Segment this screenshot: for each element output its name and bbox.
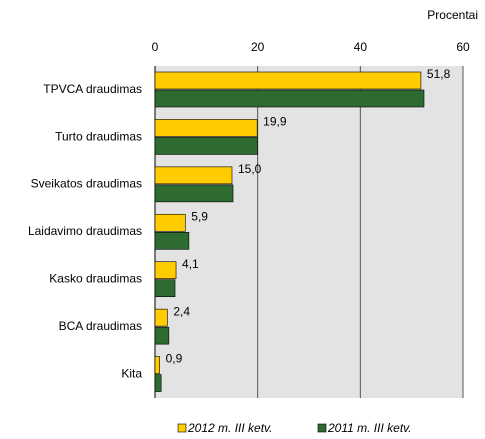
bar bbox=[154, 374, 162, 392]
y-tick-label: Kita bbox=[121, 366, 142, 380]
bar bbox=[154, 356, 160, 374]
axis-label: Procentai bbox=[427, 8, 478, 22]
bar bbox=[154, 137, 258, 155]
legend-swatch bbox=[317, 423, 327, 433]
bar bbox=[154, 261, 177, 280]
value-label: 4,1 bbox=[182, 257, 199, 271]
x-tick-label: 40 bbox=[354, 40, 368, 54]
y-tick-label: BCA draudimas bbox=[59, 319, 142, 333]
bar bbox=[154, 166, 233, 185]
y-tick-label: Turto draudimas bbox=[55, 129, 142, 143]
bar bbox=[154, 308, 168, 327]
legend-swatch bbox=[177, 423, 187, 433]
bar bbox=[154, 279, 176, 298]
bar bbox=[154, 184, 234, 203]
bar bbox=[154, 119, 258, 137]
y-tick-label: Laidavimo draudimas bbox=[28, 224, 142, 238]
plot-area bbox=[155, 66, 463, 398]
y-tick-label: TPVCA draudimas bbox=[43, 82, 142, 96]
bar bbox=[154, 89, 425, 108]
bar bbox=[154, 71, 422, 90]
bar bbox=[154, 231, 190, 250]
value-label: 5,9 bbox=[191, 209, 208, 223]
value-label: 2,4 bbox=[173, 304, 190, 318]
y-tick-label: Sveikatos draudimas bbox=[31, 177, 142, 191]
value-label: 19,9 bbox=[263, 115, 287, 129]
legend-label: 2011 m. III ketv. bbox=[327, 421, 412, 435]
x-tick-label: 20 bbox=[251, 40, 265, 54]
x-tick-label: 60 bbox=[456, 40, 470, 54]
y-tick-label: Kasko draudimas bbox=[49, 272, 142, 286]
value-label: 0,9 bbox=[166, 352, 183, 366]
value-label: 15,0 bbox=[238, 162, 262, 176]
x-tick-label: 0 bbox=[152, 40, 159, 54]
legend-label: 2012 m. III ketv. bbox=[187, 421, 272, 435]
bar bbox=[154, 326, 170, 345]
value-label: 51,8 bbox=[427, 67, 451, 81]
bar bbox=[154, 213, 186, 232]
